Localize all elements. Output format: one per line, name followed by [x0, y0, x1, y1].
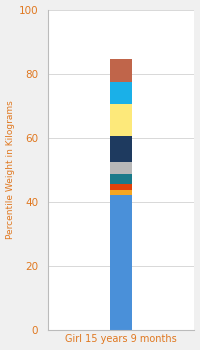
Bar — [110, 59, 132, 82]
Bar — [110, 195, 132, 330]
Bar — [110, 104, 132, 136]
Bar — [110, 136, 132, 162]
Bar — [110, 174, 132, 184]
Y-axis label: Percentile Weight in Kilograms: Percentile Weight in Kilograms — [6, 100, 15, 239]
Bar — [110, 162, 132, 174]
Bar — [110, 190, 132, 195]
Bar — [110, 82, 132, 104]
Bar — [110, 184, 132, 190]
